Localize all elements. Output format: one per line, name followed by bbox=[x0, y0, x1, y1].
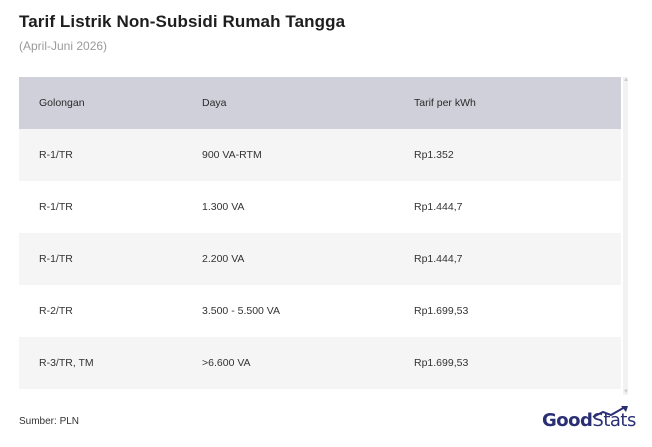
table-row: R-3/TR, TM >6.600 VA Rp1.699,53 bbox=[19, 337, 621, 389]
cell-daya: 900 VA-RTM bbox=[202, 149, 262, 161]
cell-golongan: R-1/TR bbox=[39, 201, 73, 213]
table-row: R-1/TR 2.200 VA Rp1.444,7 bbox=[19, 233, 621, 285]
cell-tarif: Rp1.699,53 bbox=[414, 305, 469, 317]
column-header-golongan: Golongan bbox=[39, 97, 85, 109]
table-header-row: Golongan Daya Tarif per kWh bbox=[19, 77, 621, 129]
logo-chart-mark-icon bbox=[592, 406, 628, 418]
column-header-tarif: Tarif per kWh bbox=[414, 97, 476, 109]
page-subtitle: (April-Juni 2026) bbox=[19, 39, 108, 53]
cell-golongan: R-3/TR, TM bbox=[39, 357, 94, 369]
cell-daya: 1.300 VA bbox=[202, 201, 245, 213]
scroll-down-arrow-icon[interactable]: ▼ bbox=[623, 389, 629, 395]
tariff-table-container: Golongan Daya Tarif per kWh R-1/TR 900 V… bbox=[19, 77, 623, 395]
source-note: Sumber: PLN bbox=[19, 416, 80, 427]
cell-golongan: R-2/TR bbox=[39, 305, 73, 317]
column-header-daya: Daya bbox=[202, 97, 227, 109]
cell-tarif: Rp1.352 bbox=[414, 149, 454, 161]
cell-golongan: R-1/TR bbox=[39, 149, 73, 161]
cell-golongan: R-1/TR bbox=[39, 253, 73, 265]
cell-tarif: Rp1.444,7 bbox=[414, 201, 463, 213]
cell-tarif: Rp1.699,53 bbox=[414, 357, 469, 369]
table-scrollbar[interactable]: ▲ ▼ bbox=[623, 77, 629, 395]
table-row: R-1/TR 900 VA-RTM Rp1.352 bbox=[19, 129, 621, 181]
cell-daya: >6.600 VA bbox=[202, 357, 251, 369]
logo-text-good: Good bbox=[542, 410, 593, 431]
cell-daya: 3.500 - 5.500 VA bbox=[202, 305, 281, 317]
scroll-up-arrow-icon[interactable]: ▲ bbox=[623, 77, 629, 83]
cell-tarif: Rp1.444,7 bbox=[414, 253, 463, 265]
logo-text-stats: Stats bbox=[592, 410, 636, 431]
goodstats-logo: GoodStats bbox=[542, 410, 636, 431]
table-row: R-1/TR 1.300 VA Rp1.444,7 bbox=[19, 181, 621, 233]
table-row: R-2/TR 3.500 - 5.500 VA Rp1.699,53 bbox=[19, 285, 621, 337]
tariff-table: Golongan Daya Tarif per kWh R-1/TR 900 V… bbox=[19, 77, 621, 389]
page-title: Tarif Listrik Non-Subsidi Rumah Tangga bbox=[19, 12, 346, 31]
cell-daya: 2.200 VA bbox=[202, 253, 245, 265]
